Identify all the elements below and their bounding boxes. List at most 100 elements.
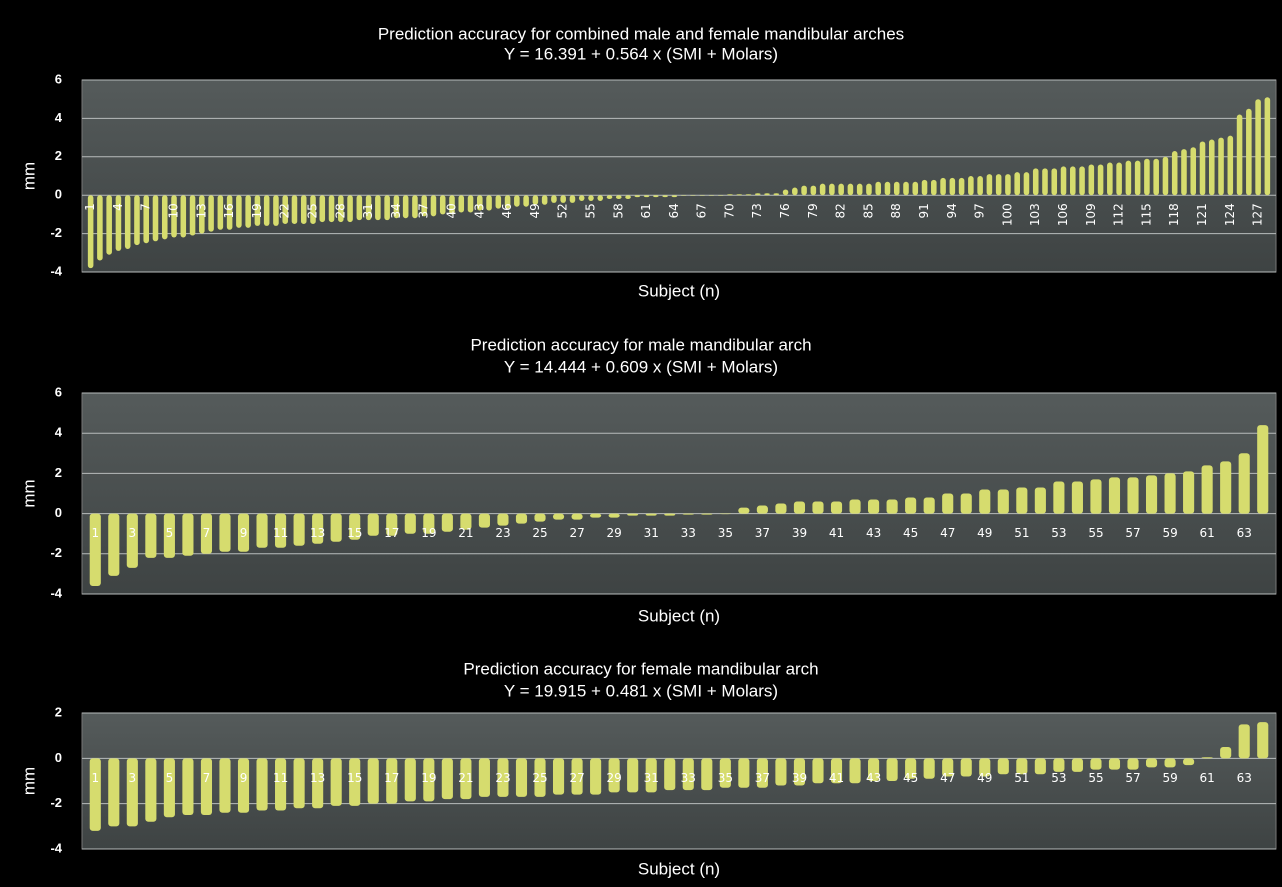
bar <box>356 195 363 221</box>
y-tick-label: -4 <box>50 263 62 278</box>
bar <box>615 195 622 200</box>
bar <box>979 758 991 777</box>
x-tick-label: 124 <box>1223 203 1237 226</box>
y-axis-label: mm <box>19 479 38 507</box>
bar <box>756 758 768 788</box>
y-tick-label: -2 <box>50 225 62 240</box>
bar <box>217 195 224 230</box>
bar <box>838 183 844 196</box>
bar <box>171 195 177 238</box>
bar <box>237 513 250 552</box>
bar <box>365 195 372 221</box>
bar <box>551 195 557 203</box>
bar <box>404 513 416 534</box>
x-tick-label: 51 <box>1014 526 1029 540</box>
x-tick-label: 103 <box>1028 203 1042 226</box>
bar <box>884 181 891 196</box>
bar <box>199 195 205 234</box>
x-tick-label: 100 <box>1000 203 1014 226</box>
x-tick-label: 47 <box>940 771 955 785</box>
x-tick-label: 55 <box>1088 771 1103 785</box>
x-tick-label: 13 <box>310 526 325 540</box>
bar <box>467 195 474 213</box>
bar <box>1153 158 1159 196</box>
x-tick-label: 1 <box>91 526 99 540</box>
bar <box>812 501 824 514</box>
y-tick-label: -2 <box>50 795 62 810</box>
bar <box>236 195 242 228</box>
bar <box>940 177 946 196</box>
bar <box>1183 758 1195 766</box>
bar <box>942 493 954 514</box>
bar <box>578 195 585 201</box>
bar <box>1264 97 1271 196</box>
bar <box>189 195 196 236</box>
bar <box>163 758 175 818</box>
bar <box>923 497 935 514</box>
bar <box>738 507 750 514</box>
x-tick-label: 37 <box>755 526 770 540</box>
bar <box>921 179 928 196</box>
bar <box>386 758 398 804</box>
x-tick-label: 25 <box>306 203 320 218</box>
bar <box>497 513 509 526</box>
bar <box>552 513 565 520</box>
plot-area <box>81 79 1277 273</box>
bar <box>460 513 472 530</box>
bar <box>254 195 261 226</box>
bar <box>773 193 780 196</box>
bar <box>719 758 731 788</box>
bar <box>905 758 917 779</box>
bar <box>328 195 335 223</box>
bar <box>690 195 696 196</box>
bar <box>1127 758 1139 770</box>
bar <box>754 193 761 196</box>
bar <box>606 195 613 200</box>
x-tick-label: 13 <box>194 203 208 218</box>
bar <box>126 758 138 827</box>
bar <box>847 183 854 196</box>
bar <box>680 195 687 196</box>
x-tick-label: 91 <box>917 203 931 218</box>
bar <box>868 758 880 781</box>
bar <box>200 513 213 554</box>
bar <box>367 758 379 804</box>
bar <box>523 195 529 207</box>
bar <box>1218 137 1224 196</box>
bar <box>1144 158 1150 196</box>
bar <box>152 195 159 242</box>
x-tick-label: 37 <box>755 771 770 785</box>
bar <box>782 189 789 196</box>
bar <box>905 497 917 514</box>
x-tick-label: 31 <box>644 526 659 540</box>
bar <box>819 183 826 196</box>
bar <box>812 758 824 784</box>
bar <box>588 195 594 201</box>
y-tick-label: 4 <box>55 425 63 440</box>
bar <box>866 183 872 196</box>
x-tick-label: 16 <box>222 203 236 218</box>
bar <box>180 195 187 238</box>
bar <box>108 758 120 827</box>
x-tick-label: 67 <box>695 203 709 218</box>
bar <box>727 194 733 196</box>
bar <box>237 758 250 813</box>
bar <box>275 758 287 811</box>
x-tick-label: 73 <box>750 203 764 218</box>
bar <box>997 758 1009 775</box>
bar <box>1034 758 1046 775</box>
y-axis-label: mm <box>19 767 38 795</box>
bar <box>293 513 305 546</box>
bar <box>1257 722 1269 759</box>
x-tick-label: 29 <box>607 771 622 785</box>
bar <box>1199 141 1206 196</box>
bar <box>1238 724 1250 759</box>
chart-title: Prediction accuracy for male mandibular … <box>470 335 811 354</box>
bar <box>682 758 694 791</box>
x-tick-label: 55 <box>583 203 597 218</box>
x-tick-label: 57 <box>1125 771 1140 785</box>
bar <box>662 195 668 198</box>
bar <box>384 195 390 221</box>
bar <box>532 195 539 205</box>
bar <box>1236 114 1243 196</box>
